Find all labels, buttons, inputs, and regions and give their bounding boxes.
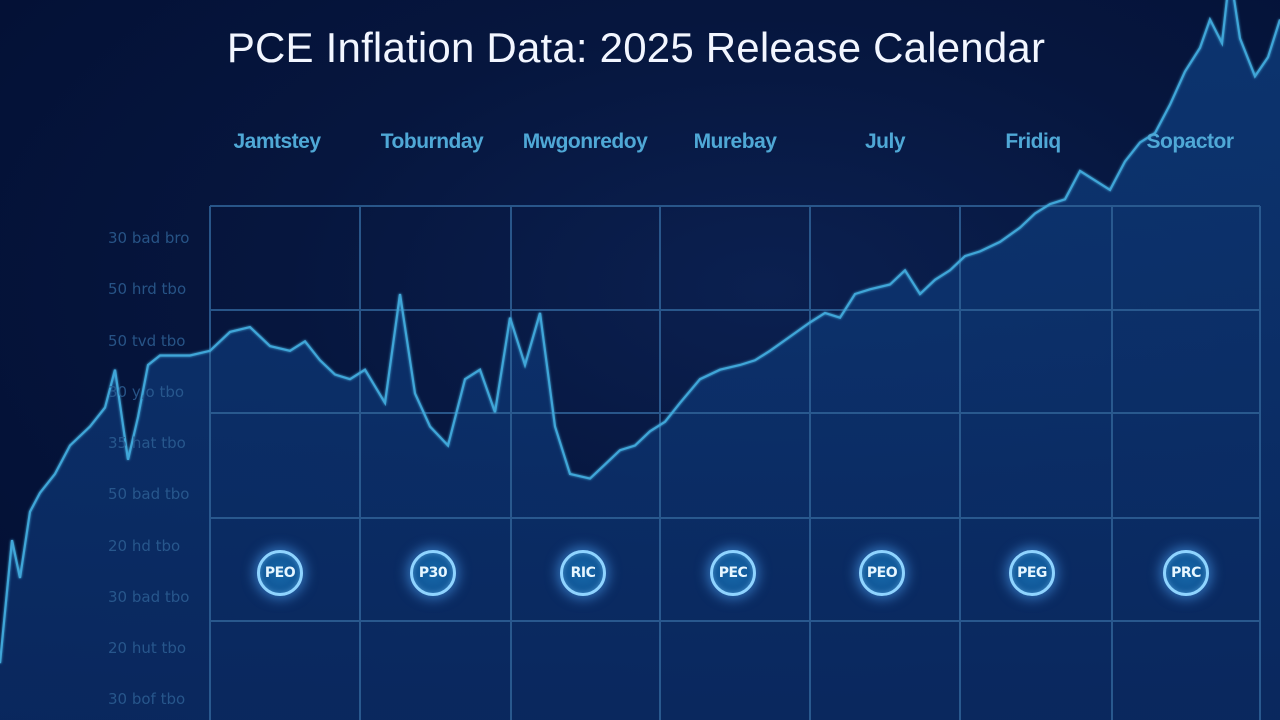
calendar-grid xyxy=(209,205,1261,720)
y-tick-label: 30 bad bro xyxy=(108,229,190,247)
release-badge[interactable]: PEC xyxy=(710,550,756,596)
release-badge[interactable]: PEG xyxy=(1009,550,1055,596)
y-tick-label: 30 bad tbo xyxy=(108,588,190,606)
y-tick-label: 20 hut tbo xyxy=(108,639,187,657)
chart-title: PCE Inflation Data: 2025 Release Calenda… xyxy=(226,24,1046,71)
column-label: Mwgonredoy xyxy=(522,130,648,153)
column-label: Fridiq xyxy=(1005,130,1061,153)
y-tick-label: 30 y,o tbo xyxy=(108,383,185,401)
release-badge[interactable]: PEO xyxy=(859,550,905,596)
release-badge[interactable]: RIC xyxy=(560,550,606,596)
column-label: Toburnday xyxy=(380,130,484,153)
release-badge[interactable]: P30 xyxy=(410,550,456,596)
y-tick-label: 50 tvd tbo xyxy=(108,332,186,350)
y-tick-label: 50 hrd tbo xyxy=(108,280,187,298)
y-tick-label: 20 hd tbo xyxy=(108,537,181,555)
y-tick-label: 35 hat tbo xyxy=(108,434,186,452)
trend-line xyxy=(0,0,1280,664)
release-badge[interactable]: PEO xyxy=(257,550,303,596)
release-badge[interactable]: PRC xyxy=(1163,550,1209,596)
y-tick-label: 50 bad tbo xyxy=(108,485,190,503)
column-label: Jamtstey xyxy=(233,130,321,153)
column-label: Sopactor xyxy=(1146,130,1234,153)
column-label: Murebay xyxy=(693,130,777,153)
y-tick-label: 30 bof tbo xyxy=(108,690,186,708)
column-label: July xyxy=(864,130,906,153)
